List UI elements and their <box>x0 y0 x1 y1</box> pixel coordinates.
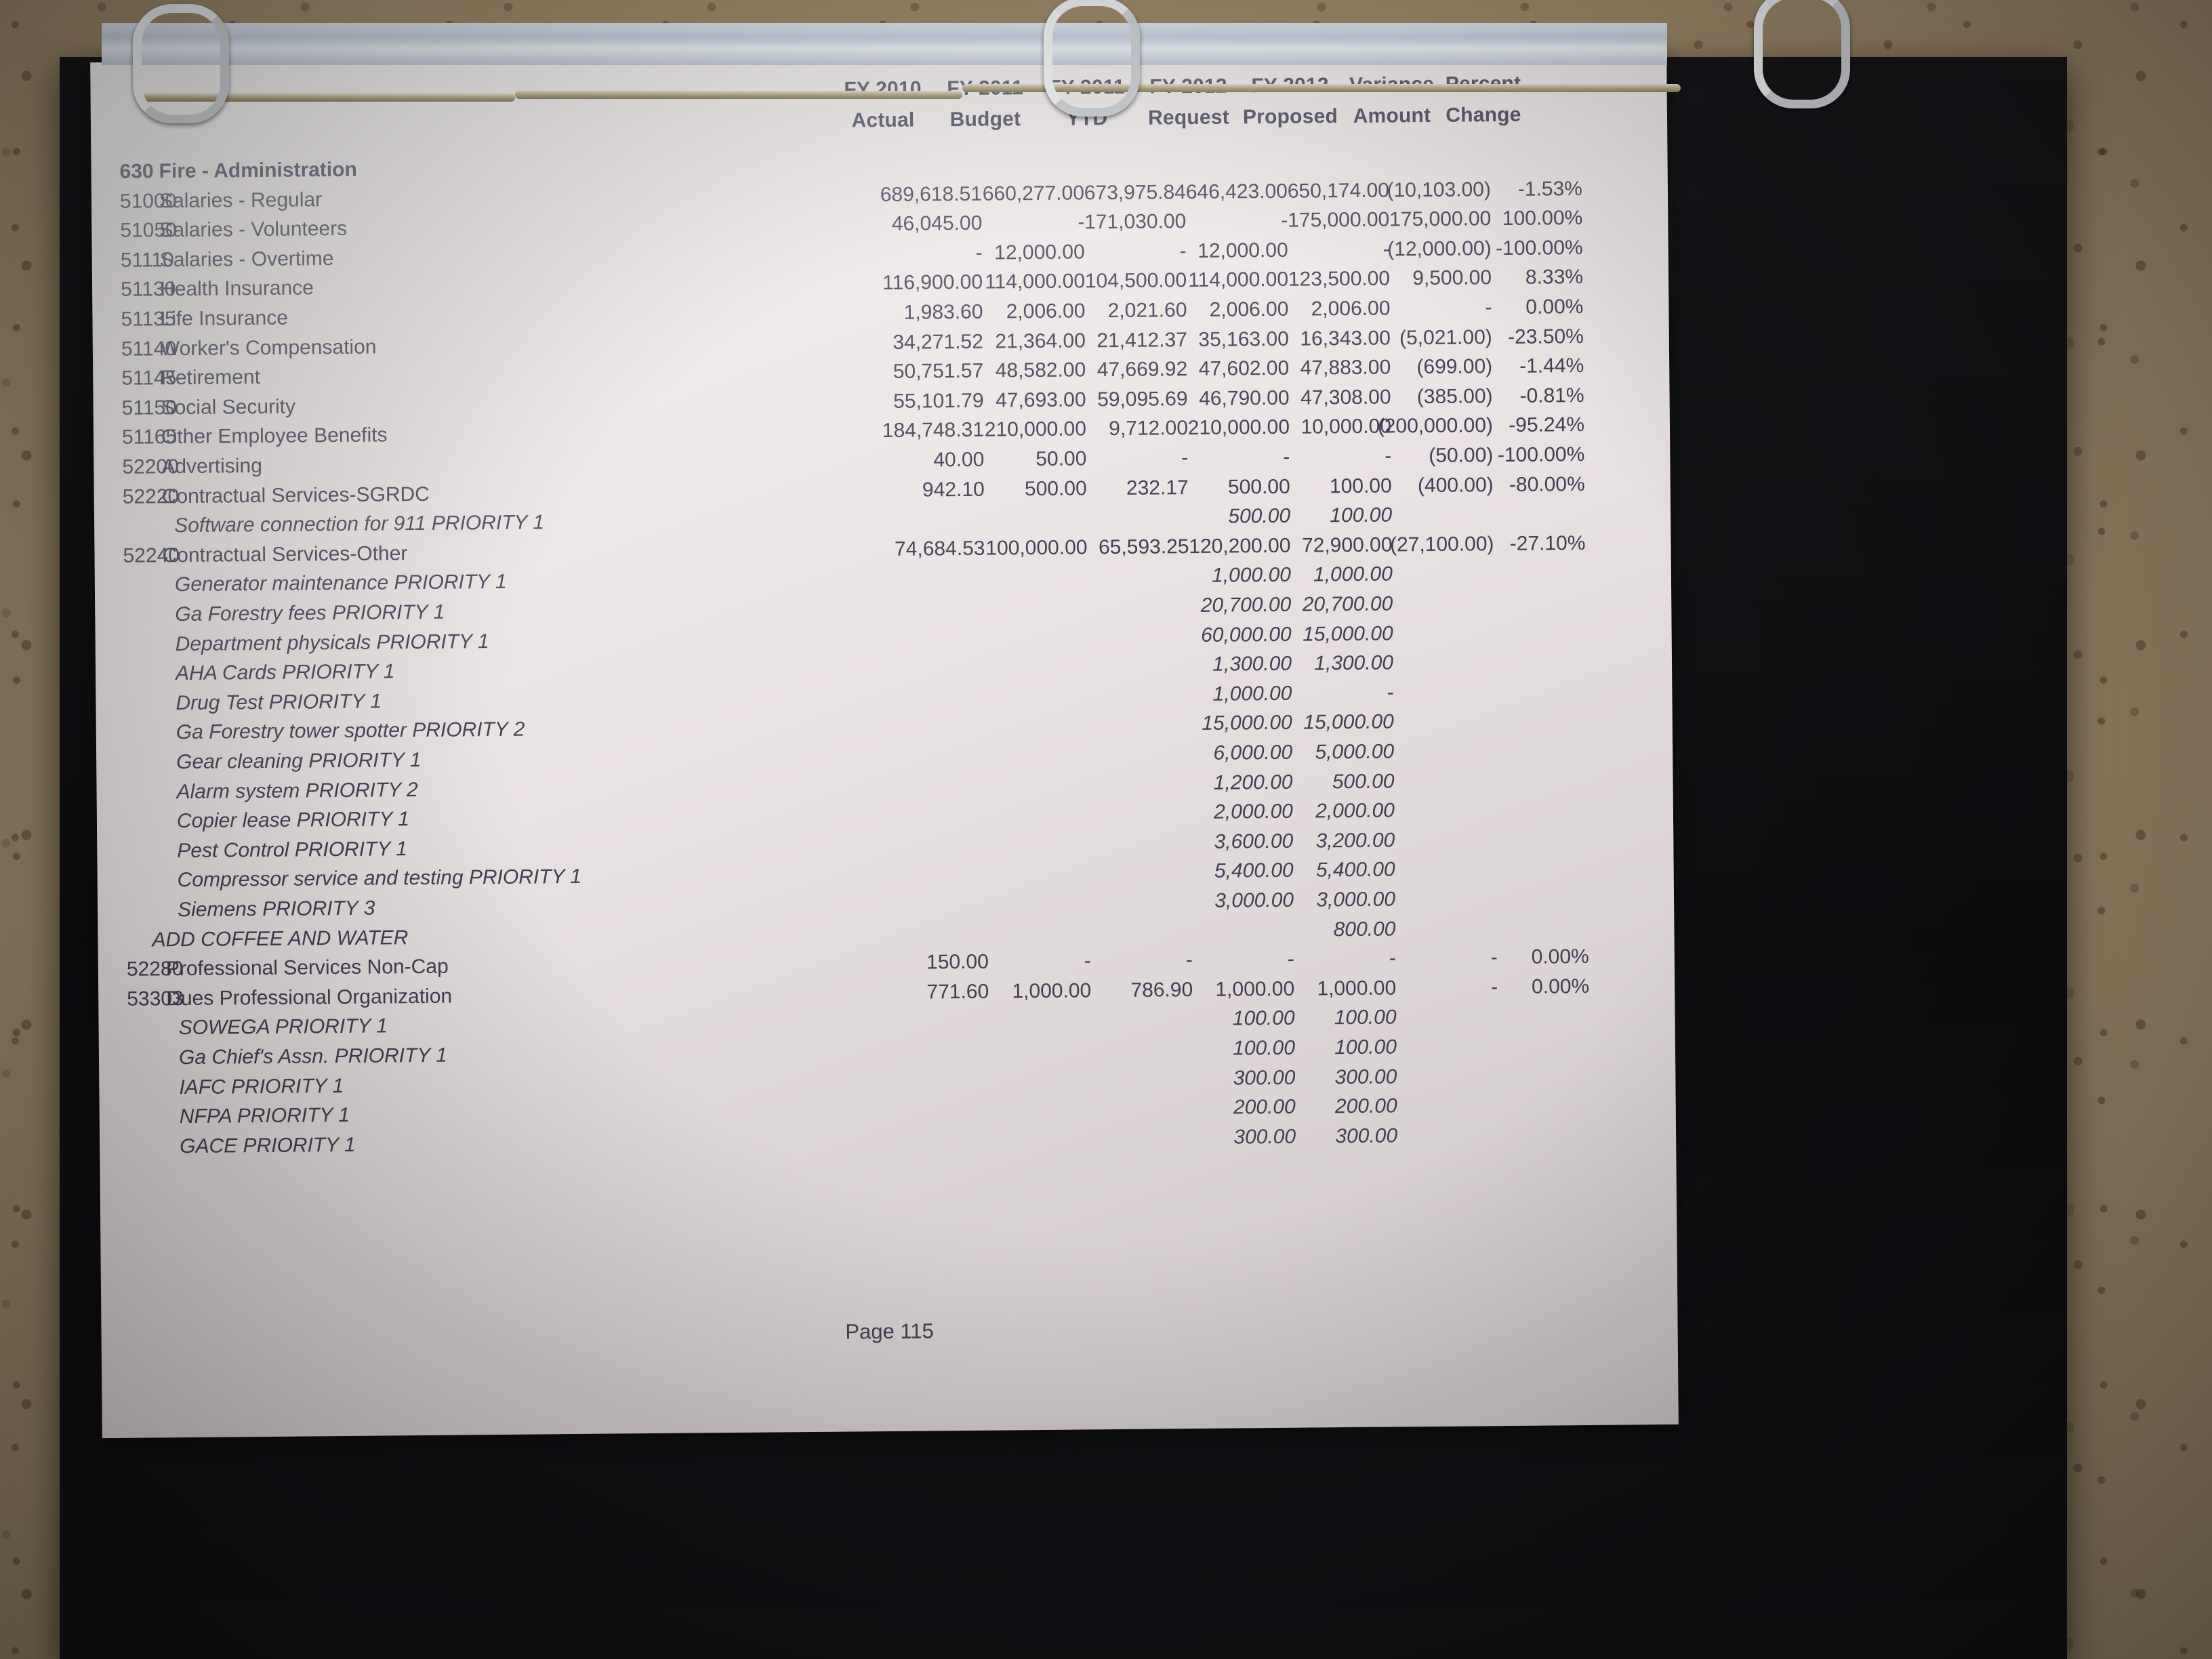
line-item-label: Dues Professional Organization <box>166 985 453 1010</box>
line-item-detail: NFPA PRIORITY 1 <box>179 1104 350 1128</box>
line-item-label: Social Security <box>161 395 296 419</box>
line-item-label: Salaries - Regular <box>159 188 323 212</box>
cell-proposed: 5,000.00 <box>1315 740 1395 764</box>
line-item-label: Health Insurance <box>159 276 314 301</box>
line-item-label: Contractual Services-SGRDC <box>161 483 430 508</box>
line-item-label: Worker's Compensation <box>160 335 377 360</box>
cell-proposed: 20,700.00 <box>1302 592 1393 616</box>
line-item-detail: Ga Chief's Assn. PRIORITY 1 <box>178 1044 447 1069</box>
line-item-detail: Software connection for 911 PRIORITY 1 <box>174 511 545 537</box>
cell-proposed: 100.00 <box>1334 1036 1397 1059</box>
cell-percent: -95.24% <box>1509 413 1585 437</box>
account-code: 630 <box>119 160 154 183</box>
cell-percent: 0.00% <box>1525 295 1584 319</box>
cell-proposed: 300.00 <box>1334 1065 1397 1088</box>
line-item-label: Life Insurance <box>160 306 289 331</box>
cell-percent: 0.00% <box>1531 945 1589 968</box>
line-item-detail: Compressor service and testing PRIORITY … <box>177 865 582 892</box>
binder-ring-1 <box>133 4 229 123</box>
cell-percent: -0.81% <box>1519 384 1584 407</box>
line-item-detail: Ga Forestry fees PRIORITY 1 <box>175 600 445 626</box>
cell-proposed: 100.00 <box>1330 504 1393 527</box>
line-item-detail: SOWEGA PRIORITY 1 <box>178 1015 388 1040</box>
line-item-label: Salaries - Volunteers <box>159 218 348 242</box>
cell-proposed: 200.00 <box>1334 1094 1397 1118</box>
cell-proposed: - <box>1387 681 1394 704</box>
cell-proposed: 15,000.00 <box>1303 710 1394 734</box>
cell-proposed: 800.00 <box>1333 918 1396 941</box>
paper-stack-edge <box>102 23 1667 65</box>
line-item-label: Retirement <box>161 366 261 390</box>
cell-percent: -80.00% <box>1509 472 1585 496</box>
cell-percent: 100.00% <box>1502 207 1583 230</box>
line-item-label: Other Employee Benefits <box>161 424 388 449</box>
cell-proposed: 1,300.00 <box>1314 651 1394 675</box>
line-item-label: Advertising <box>161 454 262 478</box>
binder-rod-left <box>136 94 515 102</box>
binder-ring-3 <box>1754 0 1850 108</box>
line-item-detail: Gear cleaning PRIORITY 1 <box>176 748 422 774</box>
cell-proposed: 500.00 <box>1332 770 1395 793</box>
binder-rod-mid <box>515 91 962 99</box>
cell-percent: -100.00% <box>1497 443 1585 467</box>
cell-proposed: 1,000.00 <box>1313 562 1393 586</box>
cell-percent: -1.44% <box>1519 354 1584 377</box>
line-item-detail: AHA Cards PRIORITY 1 <box>175 660 395 685</box>
line-item-detail: Pest Control PRIORITY 1 <box>177 837 408 862</box>
cell-percent: -23.50% <box>1507 325 1584 348</box>
line-item-detail: Copier lease PRIORITY 1 <box>176 808 410 833</box>
cell-proposed: 3,200.00 <box>1315 829 1395 853</box>
line-item-detail: Ga Forestry tower spotter PRIORITY 2 <box>176 718 525 744</box>
cell-percent: -27.10% <box>1509 531 1586 555</box>
cell-proposed: 15,000.00 <box>1303 622 1393 646</box>
line-item-detail: Department physicals PRIORITY 1 <box>175 630 489 655</box>
column-header-percent: PercentChange <box>1385 70 1582 130</box>
line-item-label: Contractual Services-Other <box>162 541 408 567</box>
binder-rod-right <box>962 84 1681 92</box>
binder-ring-2 <box>1044 0 1140 117</box>
line-item-label: ADD COFFEE AND WATER <box>152 926 409 951</box>
line-item-detail: Generator maintenance PRIORITY 1 <box>174 571 507 596</box>
column-header-line2: Change <box>1446 103 1521 127</box>
line-item-detail: Drug Test PRIORITY 1 <box>176 690 382 714</box>
section-title: Fire - Administration <box>159 158 357 183</box>
cell-percent: -100.00% <box>1496 236 1583 260</box>
cell-proposed: 300.00 <box>1335 1124 1398 1148</box>
line-item-detail: GACE PRIORITY 1 <box>180 1133 356 1158</box>
line-item-detail: Alarm system PRIORITY 2 <box>176 778 418 803</box>
cell-proposed: 5,400.00 <box>1315 858 1395 882</box>
cell-percent: -1.53% <box>1517 177 1583 201</box>
page-number: Page 115 <box>845 1319 934 1344</box>
cell-percent: 0.00% <box>1531 975 1590 998</box>
cell-proposed: 2,000.00 <box>1315 799 1395 823</box>
line-item-detail: IAFC PRIORITY 1 <box>179 1074 344 1099</box>
cell-proposed: 100.00 <box>1334 1006 1397 1029</box>
line-item-detail: Siemens PRIORITY 3 <box>177 897 375 922</box>
line-item-label: Salaries - Overtime <box>159 247 334 272</box>
line-item-label: Professional Services Non-Cap <box>165 955 449 981</box>
cell-percent: 8.33% <box>1525 266 1584 289</box>
cell-proposed: 3,000.00 <box>1316 888 1396 912</box>
